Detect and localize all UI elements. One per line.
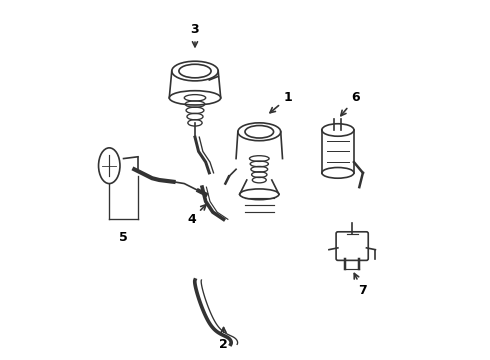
Text: 4: 4 bbox=[187, 205, 206, 226]
Text: 7: 7 bbox=[354, 274, 368, 297]
Text: 2: 2 bbox=[219, 328, 228, 351]
Text: 5: 5 bbox=[119, 231, 128, 244]
Text: 3: 3 bbox=[191, 23, 199, 47]
Text: 1: 1 bbox=[270, 91, 292, 113]
Text: 6: 6 bbox=[341, 91, 360, 116]
